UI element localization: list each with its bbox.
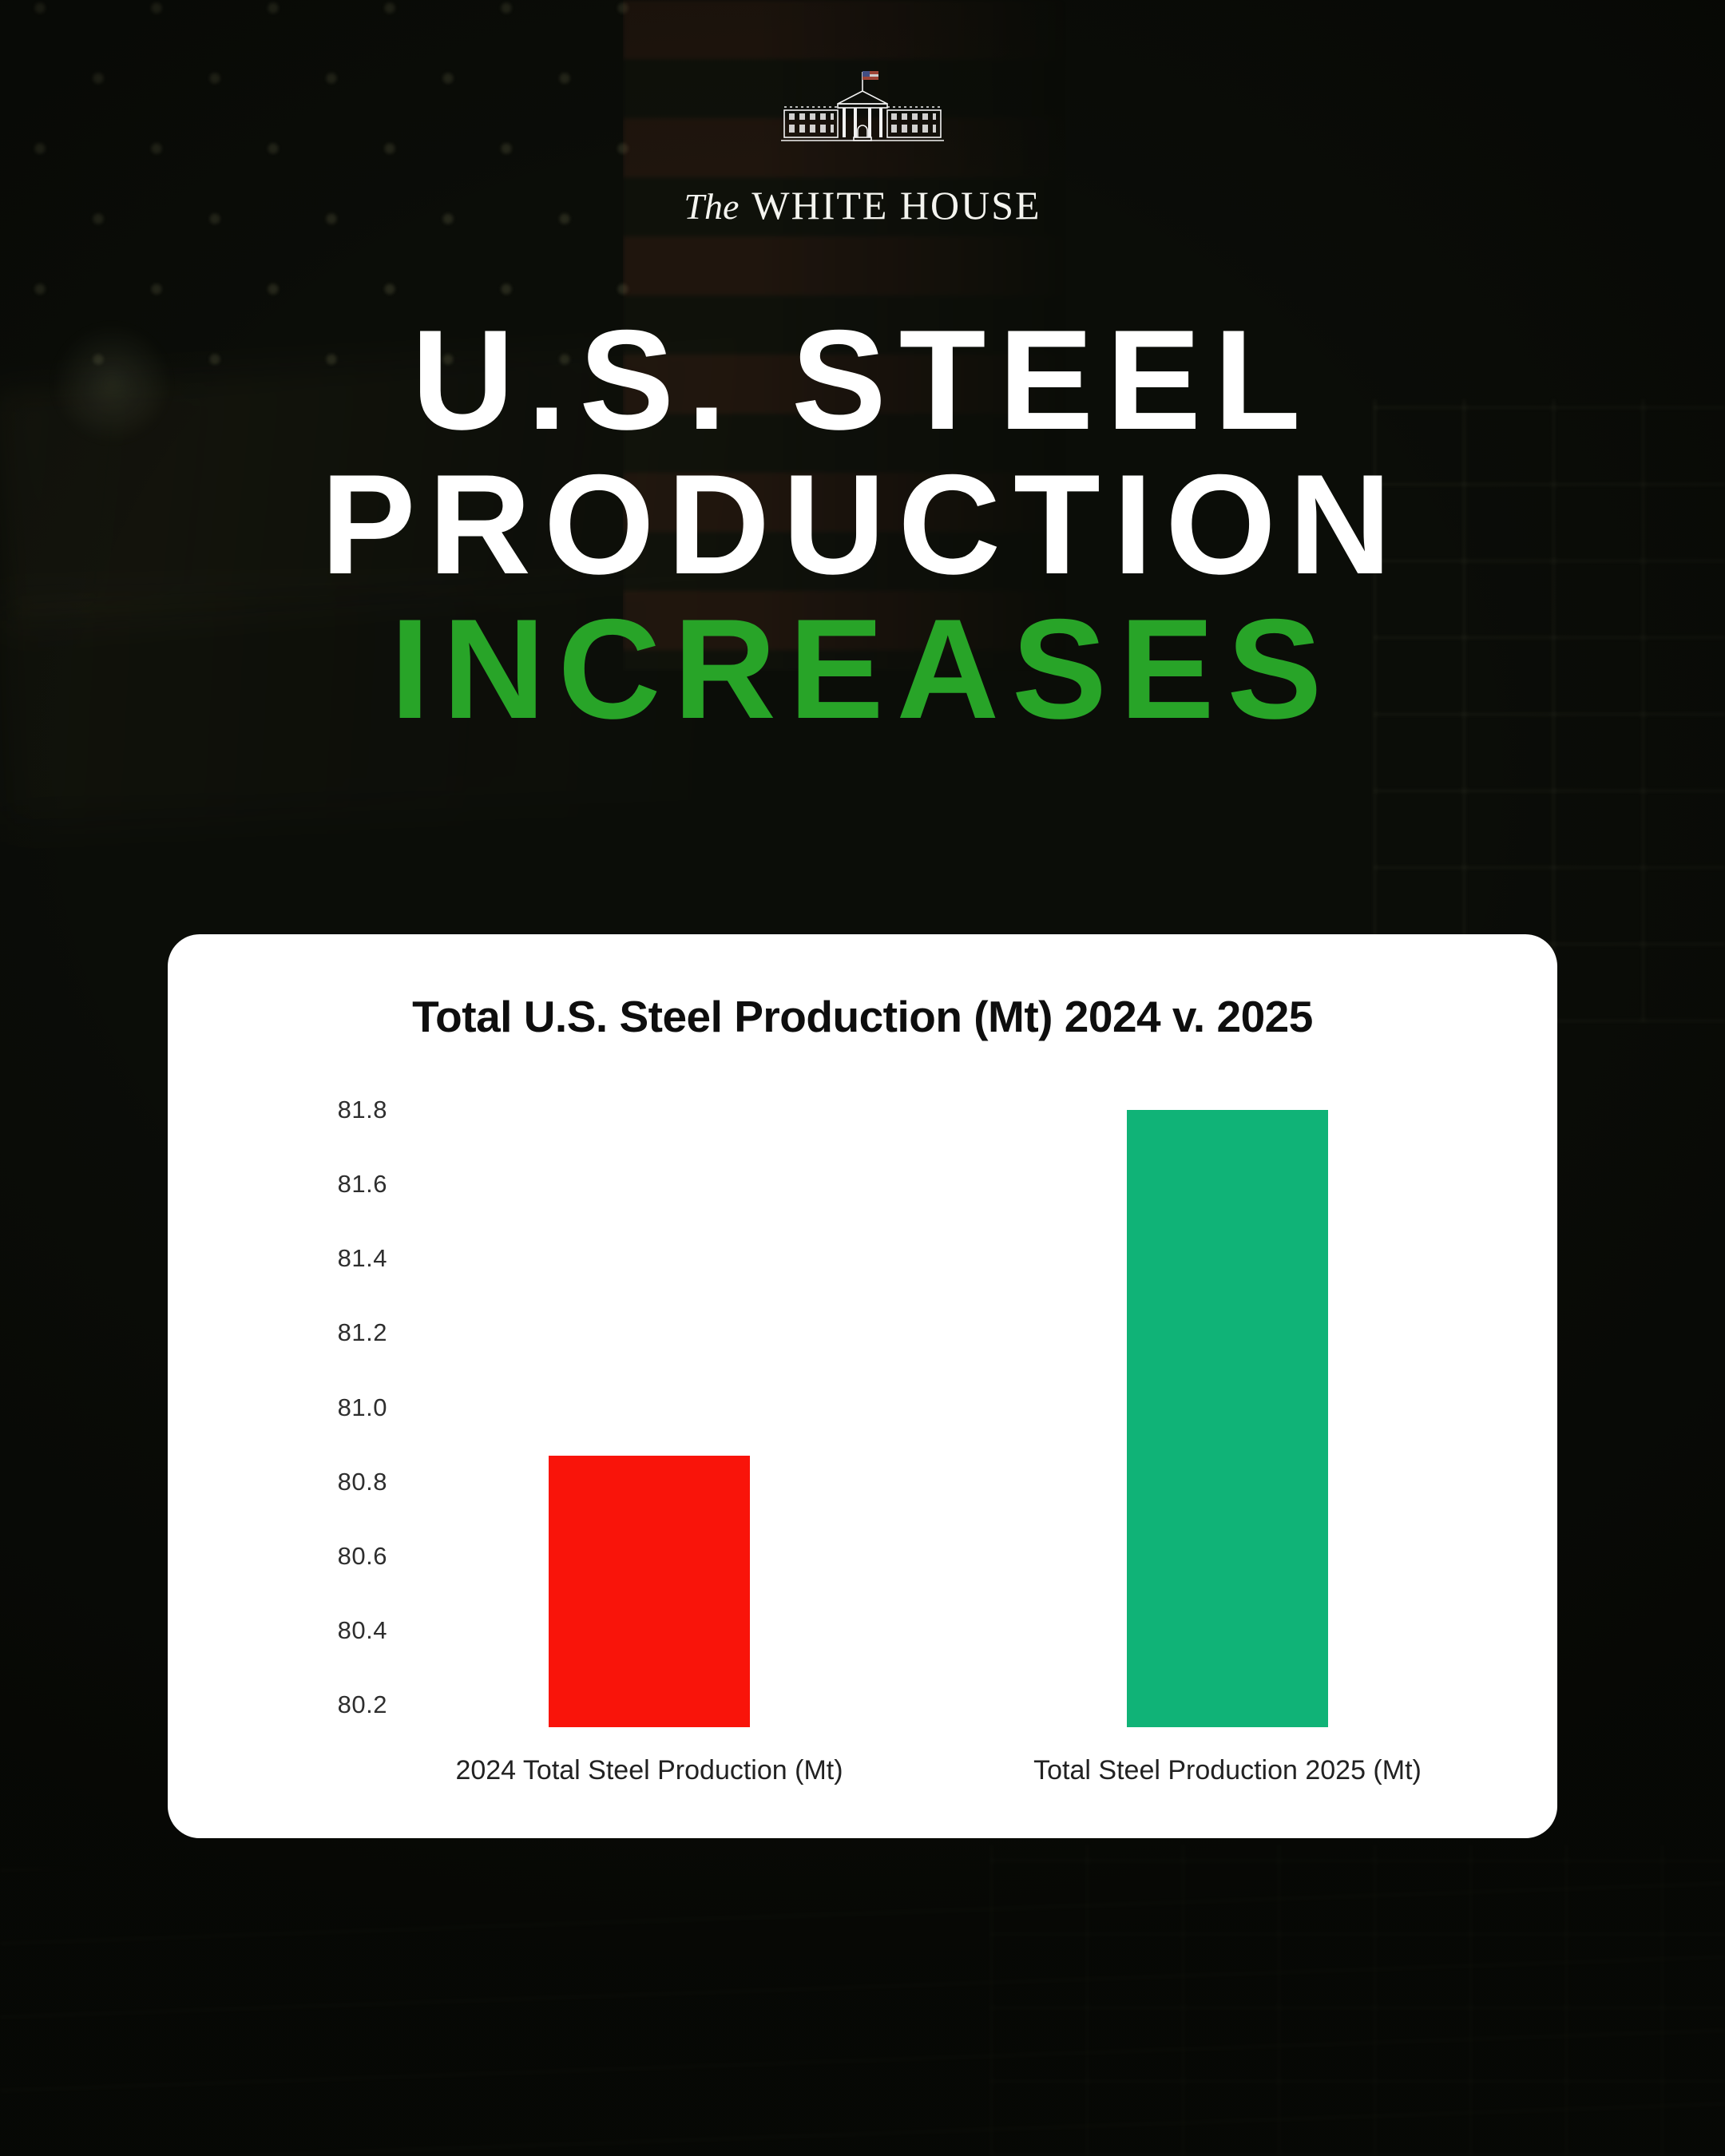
x-axis-label-2025: Total Steel Production 2025 (Mt) [1033,1755,1422,1785]
chart-card: Total U.S. Steel Production (Mt) 2024 v.… [168,934,1557,1838]
headline-line3: INCREASES [390,589,1335,748]
steel-beams-backdrop [990,1845,1725,2156]
y-tick-label: 80.8 [337,1467,387,1496]
headline-line1: U.S. STEEL [411,300,1314,459]
bar-2024 [549,1456,750,1727]
y-tick-label: 80.6 [337,1541,387,1570]
brand-wordmark: The WHITE HOUSE [684,182,1041,228]
brand-the: The [684,186,740,227]
y-tick-label: 81.4 [337,1244,387,1273]
x-axis-label-2024: 2024 Total Steel Production (Mt) [455,1755,843,1785]
chart-title: Total U.S. Steel Production (Mt) 2024 v.… [412,992,1313,1041]
y-tick-label: 81.6 [337,1170,387,1199]
factory-floor-backdrop [0,1869,1725,2156]
y-tick-label: 81.2 [337,1318,387,1347]
bar-2025 [1127,1110,1328,1727]
y-axis: 81.8 81.6 81.4 81.2 81.0 80.8 80.6 80.4 80.2 [216,1096,387,1727]
y-tick-label: 80.4 [337,1615,387,1644]
brand-name: WHITE HOUSE [751,183,1041,228]
y-tick-label: 81.8 [337,1096,387,1124]
plot-area [409,1110,1501,1727]
white-house-logo-icon [781,71,944,141]
white-house-brand: The WHITE HOUSE [0,67,1725,228]
y-tick-label: 80.2 [337,1690,387,1719]
y-tick-label: 81.0 [337,1393,387,1421]
us-flag-icon [862,71,878,80]
headline: U.S. STEEL PRODUCTION INCREASES [0,307,1725,741]
headline-line2: PRODUCTION [320,445,1405,604]
